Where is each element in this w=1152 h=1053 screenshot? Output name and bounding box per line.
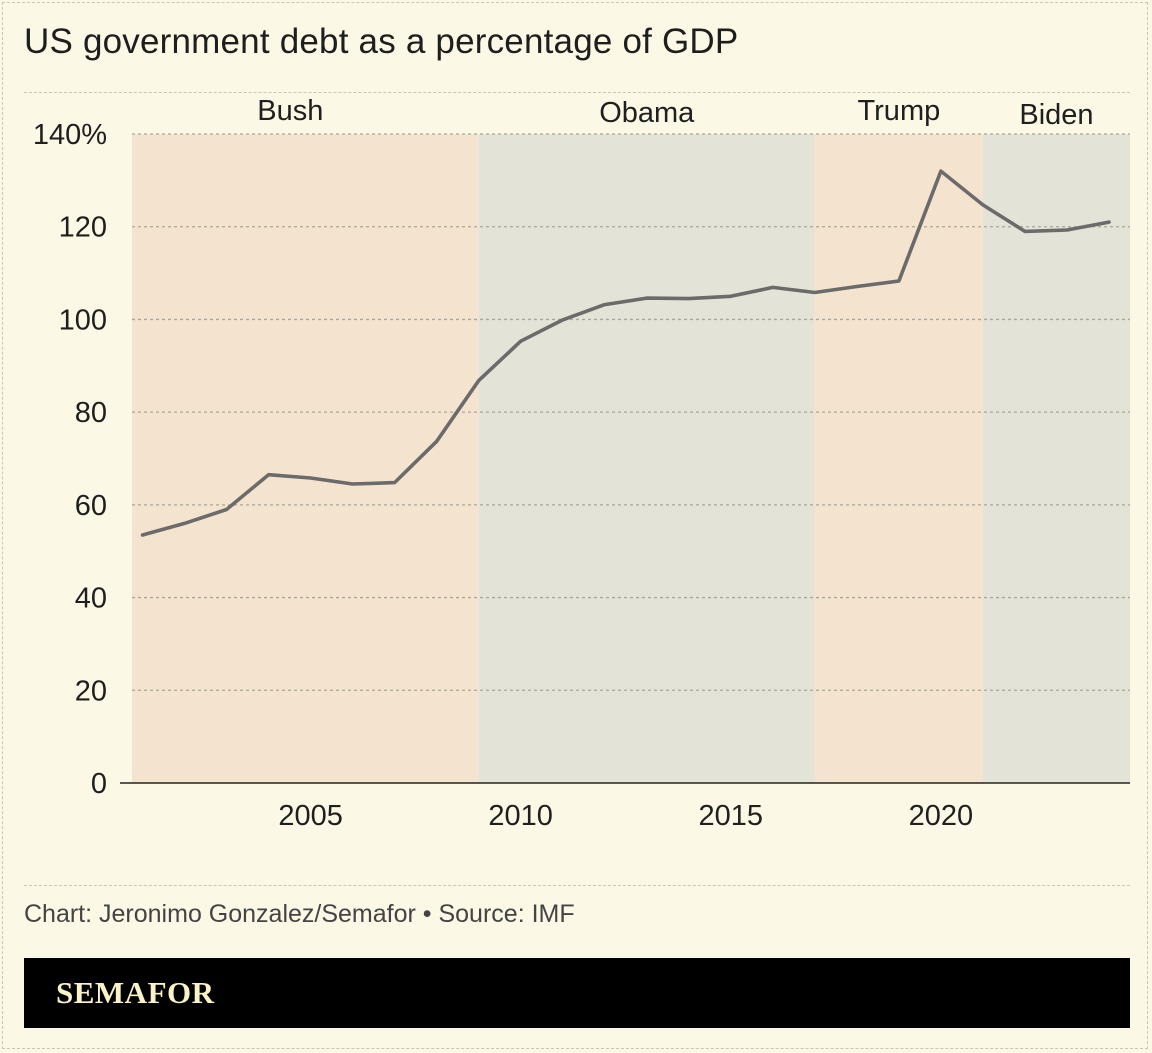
semafor-logo: SEMAFOR (56, 975, 215, 1010)
brand-bar: SEMAFOR (24, 958, 1130, 1028)
term-label-bush: Bush (257, 95, 323, 127)
term-band-trump (814, 134, 983, 783)
x-tick-label: 2015 (699, 800, 764, 832)
term-label-trump: Trump (858, 95, 941, 127)
y-tick-label: 20 (75, 675, 107, 707)
footer-divider (24, 885, 1130, 886)
x-tick-label: 2010 (488, 800, 553, 832)
y-tick-label: 120 (59, 212, 107, 244)
title-divider (24, 92, 1130, 93)
debt-series-line (140, 169, 1111, 537)
term-band-obama (478, 134, 815, 783)
y-tick-label: 60 (75, 490, 107, 522)
term-band-biden (982, 134, 1130, 783)
y-tick-label: 40 (75, 583, 107, 615)
term-label-biden: Biden (1019, 99, 1093, 131)
y-tick-label: 140% (33, 119, 107, 151)
chart-credit: Chart: Jeronimo Gonzalez/Semafor • Sourc… (24, 900, 575, 928)
y-tick-label: 80 (75, 397, 107, 429)
term-band-bush (132, 134, 479, 783)
y-tick-label: 100 (59, 304, 107, 336)
line-chart: Bush Obama Trump Biden 0 20 40 60 80 100 120 140% 20… (33, 95, 1130, 832)
x-tick-label: 2020 (909, 800, 974, 832)
term-label-obama: Obama (599, 97, 695, 129)
x-tick-label: 2005 (278, 800, 343, 832)
y-tick-label: 0 (91, 768, 107, 800)
chart-title: US government debt as a percentage of GD… (24, 22, 739, 61)
